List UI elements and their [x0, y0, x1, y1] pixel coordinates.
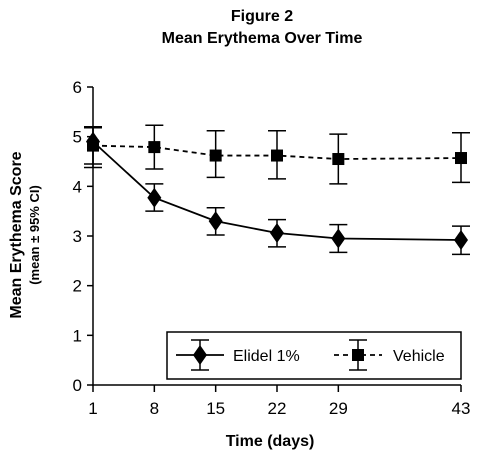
y-tick-label: 3	[73, 227, 82, 246]
series-line-elidel	[92, 140, 462, 241]
point-vehicle	[271, 149, 283, 162]
point-elidel	[331, 228, 346, 249]
point-elidel	[270, 223, 284, 244]
y-tick-label: 6	[73, 78, 82, 97]
x-tick-label: 15	[206, 399, 225, 418]
point-elidel	[454, 229, 468, 250]
point-elidel	[208, 211, 223, 232]
point-vehicle	[148, 141, 161, 154]
point-vehicle	[209, 149, 222, 162]
series-layer	[84, 124, 470, 256]
legend-symbol-elidel	[176, 339, 224, 371]
point-vehicle	[332, 153, 345, 166]
y-axis-sublabel: (mean ± 95% CI)	[27, 185, 42, 285]
point-elidel	[147, 187, 162, 208]
x-tick-label: 8	[150, 399, 159, 418]
point-elidel	[86, 131, 100, 152]
legend-label-elidel: Elidel 1%	[233, 348, 300, 365]
x-tick-label: 1	[88, 399, 97, 418]
x-tick-label: 29	[329, 399, 348, 418]
y-tick-label: 5	[73, 128, 82, 147]
x-axis-label: Time (days)	[226, 433, 315, 450]
legend: Elidel 1% Vehicle	[166, 331, 462, 380]
series-vehicle	[84, 124, 470, 185]
figure-title-line2: Mean Erythema Over Time	[162, 30, 363, 47]
x-tick-label: 22	[268, 399, 287, 418]
y-tick-label: 2	[73, 277, 82, 296]
y-tick-label: 1	[73, 326, 82, 345]
series-line-vehicle	[92, 144, 462, 160]
series-elidel	[84, 125, 470, 256]
y-axis-label: Mean Erythema Score	[8, 151, 25, 318]
y-tick-label: 4	[73, 177, 82, 196]
y-tick-label: 0	[73, 376, 82, 395]
legend-marker-elidel	[193, 345, 207, 365]
legend-label-vehicle: Vehicle	[393, 348, 445, 365]
legend-symbol-vehicle	[334, 339, 382, 371]
figure-title-line1: Figure 2	[231, 8, 293, 25]
point-vehicle	[455, 152, 467, 165]
legend-marker-vehicle	[352, 349, 364, 361]
x-tick-label: 43	[452, 399, 471, 418]
legend-items	[176, 339, 382, 371]
